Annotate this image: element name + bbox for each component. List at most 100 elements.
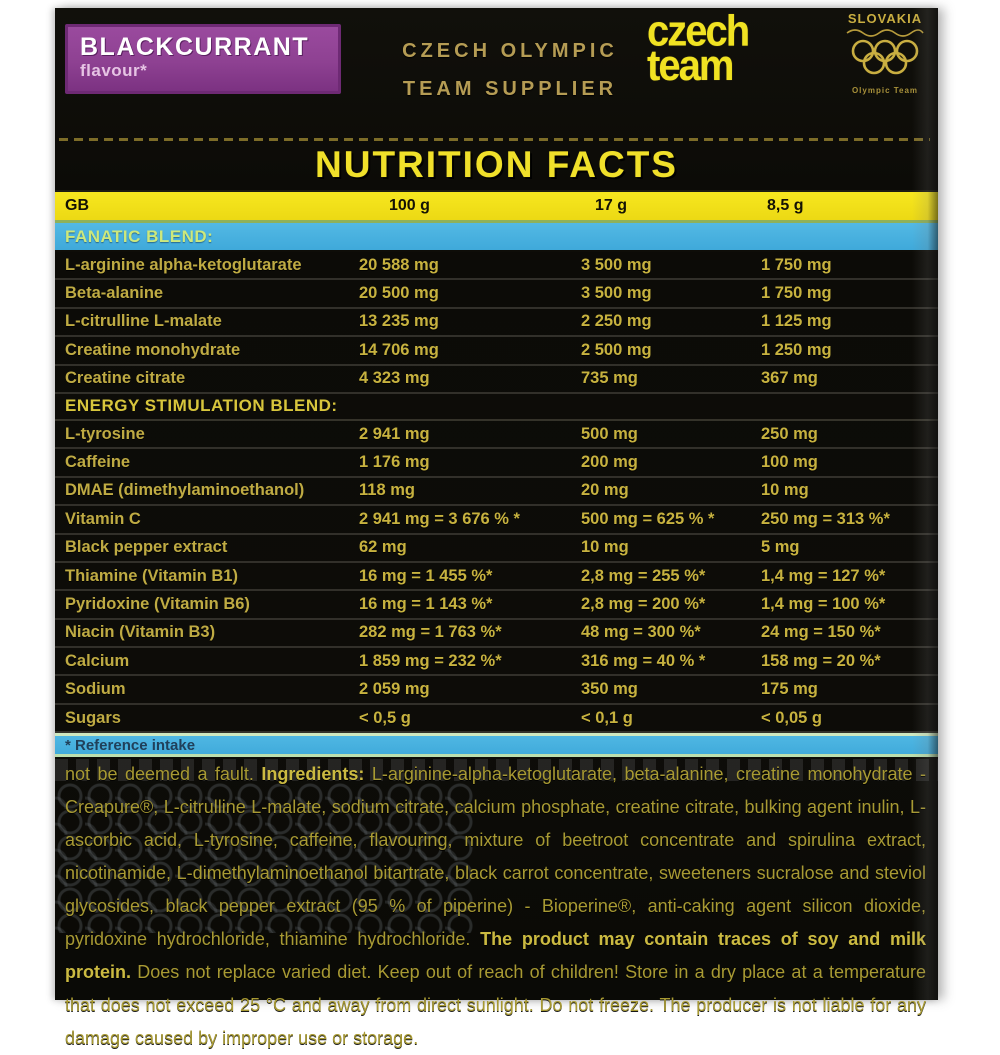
allergen-warning: The product may contain traces of soy an… <box>65 929 926 982</box>
row-value: 200 mg <box>581 453 638 472</box>
row-value: 250 mg <box>761 424 818 443</box>
row-value: 3 500 mg <box>581 284 652 303</box>
section-heading: ENERGY STIMULATION BLEND: <box>55 393 938 421</box>
column-region: GB <box>65 197 89 214</box>
table-row: Sodium 2 059 mg 350 mg 175 mg <box>55 676 938 705</box>
row-value: 4 323 mg <box>359 369 430 388</box>
column-17g: 17 g <box>595 197 628 214</box>
olympic-rings-icon <box>846 29 924 75</box>
row-value: < 0,1 g <box>581 708 633 727</box>
row-value: 16 mg = 1 143 %* <box>359 594 493 613</box>
row-label: Niacin (Vitamin B3) <box>65 623 216 642</box>
row-value: 1 250 mg <box>761 340 832 359</box>
row-value: 20 mg <box>581 481 629 500</box>
czech-team-logo-line1: czech <box>647 7 750 56</box>
column-100g: 100 g <box>389 197 430 214</box>
row-label: Beta-alanine <box>65 284 164 303</box>
row-value: 175 mg <box>761 680 818 699</box>
cutoff-text-strip <box>55 759 938 782</box>
row-value: 2 250 mg <box>581 312 652 331</box>
row-value: < 0,5 g <box>359 708 411 727</box>
row-value: 1 125 mg <box>761 312 832 331</box>
row-value: 1 750 mg <box>761 284 832 303</box>
row-label: Calcium <box>65 651 130 670</box>
column-header-row: GB 100 g 17 g 8,5 g <box>55 190 938 223</box>
row-value: 100 mg <box>761 453 818 472</box>
row-value: 2 500 mg <box>581 340 652 359</box>
flavour-badge: BLACKCURRANT flavour* <box>65 24 341 94</box>
table-row: Thiamine (Vitamin B1) 16 mg = 1 455 %* 2,8… <box>55 563 938 592</box>
row-value: 367 mg <box>761 369 818 388</box>
olympic-supplier-text: CZECH OLYMPIC TEAM SUPPLIER <box>385 32 635 108</box>
row-value: 62 mg <box>359 538 407 557</box>
row-label: DMAE (dimethylaminoethanol) <box>65 481 305 500</box>
table-row: L-arginine alpha-ketoglutarate 20 588 mg 3… <box>55 252 938 281</box>
dashed-separator <box>59 138 930 141</box>
row-label: Sodium <box>65 680 126 699</box>
row-value: 13 235 mg <box>359 312 439 331</box>
row-value: 316 mg = 40 % * <box>581 651 706 670</box>
row-label: L-tyrosine <box>65 424 145 443</box>
table-row: Sugars < 0,5 g < 0,1 g < 0,05 g <box>55 705 938 734</box>
row-label: Sugars <box>65 708 121 727</box>
row-label: L-citrulline L-malate <box>65 312 222 331</box>
slovakia-olympic-logo: SLOVAKIA Olympic Team <box>837 11 933 96</box>
row-value: 282 mg = 1 763 %* <box>359 623 502 642</box>
nutrition-facts-title: NUTRITION FACTS <box>315 144 678 185</box>
table-row: Calcium 1 859 mg = 232 %* 316 mg = 40 % * 1… <box>55 648 938 677</box>
row-value: 2 941 mg <box>359 424 430 443</box>
ingredients-pre-text: not be deemed a fault. <box>65 764 262 784</box>
table-row: Black pepper extract 62 mg 10 mg 5 mg <box>55 535 938 563</box>
row-value: 48 mg = 300 %* <box>581 623 701 642</box>
row-value: 1,4 mg = 100 %* <box>761 594 886 613</box>
supplier-line1: CZECH OLYMPIC <box>402 40 618 62</box>
reference-intake-row: * Reference intake <box>55 733 938 758</box>
row-value: 2 059 mg <box>359 680 430 699</box>
row-value: 1 750 mg <box>761 255 832 274</box>
row-label: Creatine monohydrate <box>65 340 241 359</box>
row-value: 5 mg <box>761 538 800 557</box>
table-sections: FANATIC BLEND: L-arginine alpha-ketogluta… <box>55 223 938 933</box>
row-value: 118 mg <box>359 481 415 500</box>
row-value: 1 176 mg <box>359 453 430 472</box>
row-value: 735 mg <box>581 369 638 388</box>
row-value: < 0,05 g <box>761 708 822 727</box>
table-row: Vitamin C 2 941 mg = 3 676 % * 500 mg = 62… <box>55 506 938 535</box>
row-value: 2 941 mg = 3 676 % * <box>359 509 520 528</box>
ingredients-post-text: Does not replace varied diet. Keep out o… <box>65 962 926 1048</box>
row-label: Thiamine (Vitamin B1) <box>65 566 238 585</box>
supplier-line2: TEAM SUPPLIER <box>402 78 618 100</box>
row-value: 24 mg = 150 %* <box>761 623 881 642</box>
row-label: Pyridoxine (Vitamin B6) <box>65 594 250 613</box>
row-value: 350 mg <box>581 680 638 699</box>
product-label: BLACKCURRANT flavour* CZECH OLYMPIC TEAM… <box>55 7 938 1048</box>
row-value: 2,8 mg = 200 %* <box>581 594 706 613</box>
row-value: 10 mg <box>581 538 629 557</box>
label-header: BLACKCURRANT flavour* CZECH OLYMPIC TEAM… <box>55 7 938 141</box>
czech-team-logo: czech team <box>647 7 782 90</box>
table-row: Creatine monohydrate 14 706 mg 2 500 mg 1 2… <box>55 337 938 366</box>
row-label: L-arginine alpha-ketoglutarate <box>65 255 302 274</box>
row-label: Creatine citrate <box>65 369 186 388</box>
row-value: 1 859 mg = 232 %* <box>359 651 502 670</box>
table-row: L-tyrosine 2 941 mg 500 mg 250 mg <box>55 421 938 450</box>
section-heading: FANATIC BLEND: <box>55 223 938 252</box>
row-value: 250 mg = 313 %* <box>761 509 890 528</box>
table-row: L-citrulline L-malate 13 235 mg 2 250 mg 1 … <box>55 309 938 338</box>
table-row: Caffeine 1 176 mg 200 mg 100 mg <box>55 449 938 478</box>
row-value: 1,4 mg = 127 %* <box>761 566 886 585</box>
czech-team-logo-line2: team <box>647 42 734 90</box>
row-value: 20 588 mg <box>359 255 439 274</box>
row-label: Black pepper extract <box>65 538 228 557</box>
row-value: 20 500 mg <box>359 284 439 303</box>
olympic-country-label: SLOVAKIA <box>847 11 923 26</box>
reference-intake-text: * Reference intake <box>65 736 196 754</box>
olympic-caption: Olympic Team <box>851 86 919 96</box>
row-value: 500 mg = 625 % * <box>581 509 715 528</box>
row-value: 500 mg <box>581 424 638 443</box>
row-value: 14 706 mg <box>359 340 439 359</box>
table-row: Pyridoxine (Vitamin B6) 16 mg = 1 143 %* 2… <box>55 591 938 620</box>
ingredients-paragraph: not be deemed a fault. Ingredients: L-ar… <box>65 758 926 1055</box>
flavour-name: BLACKCURRANT <box>80 33 310 61</box>
row-value: 3 500 mg <box>581 255 652 274</box>
